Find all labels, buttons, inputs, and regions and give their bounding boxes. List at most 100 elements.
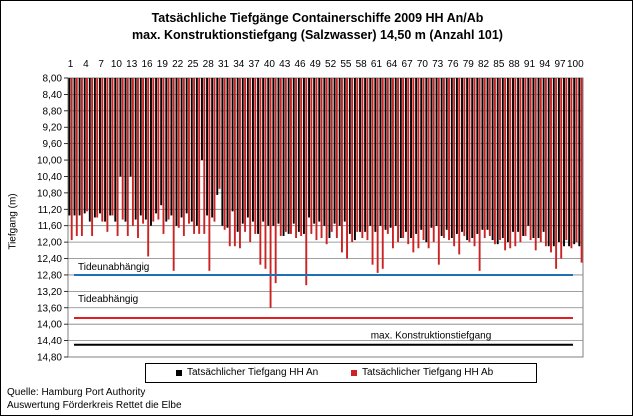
bar-an — [155, 78, 158, 214]
bar-an — [568, 78, 571, 247]
bar-an — [476, 78, 479, 234]
bar-an — [83, 78, 86, 214]
bar-an — [308, 78, 311, 218]
bar-an — [124, 78, 127, 222]
bar-an — [512, 78, 514, 232]
bar-an — [206, 78, 209, 216]
bar-ab — [340, 78, 343, 253]
bar-ab — [407, 78, 410, 245]
bar-ab — [295, 78, 298, 239]
bar-an — [537, 78, 540, 239]
x-tick-label: 79 — [463, 59, 475, 70]
x-tick-label: 73 — [432, 59, 444, 70]
bar-an — [282, 78, 285, 236]
x-tick-label: 49 — [310, 59, 322, 70]
bar-an — [150, 78, 152, 226]
bar-an — [374, 78, 377, 232]
y-tick-label: 11,60 — [38, 221, 63, 232]
legend-swatch-an — [176, 369, 182, 376]
bar-ab — [86, 78, 88, 212]
bar-ab — [534, 78, 537, 251]
x-tick-label: 91 — [524, 59, 536, 70]
bar-ab — [463, 78, 466, 236]
bar-ab — [96, 78, 99, 218]
bar-ab — [70, 78, 73, 241]
legend-swatch-ab — [351, 369, 357, 376]
bar-ab — [259, 78, 262, 265]
bar-ab — [106, 78, 109, 232]
bar-ab — [213, 78, 216, 222]
bar-ab — [417, 78, 420, 249]
bar-ab — [555, 78, 558, 269]
bar-ab — [228, 78, 231, 247]
bar-an — [175, 78, 178, 226]
x-tick-label: 76 — [447, 59, 459, 70]
bar-an — [323, 78, 326, 226]
bar-an — [461, 78, 463, 232]
bar-an — [496, 78, 499, 245]
bar-an — [318, 78, 321, 222]
bar-ab — [172, 78, 175, 271]
bar-an — [486, 78, 489, 230]
bar-ab — [565, 78, 568, 241]
bar-ab — [254, 78, 257, 234]
bar-ab — [483, 78, 486, 239]
bar-ab — [269, 78, 272, 308]
y-tick-label: 10,80 — [37, 188, 62, 199]
x-tick-label: 85 — [493, 59, 505, 70]
bar-an — [68, 78, 71, 216]
bar-ab — [458, 78, 461, 255]
bar-an — [389, 78, 392, 228]
bar-an — [445, 78, 448, 230]
bar-ab — [529, 78, 532, 241]
bar-ab — [142, 78, 145, 224]
bar-an — [557, 78, 560, 243]
bar-ab — [177, 78, 180, 228]
bar-an — [78, 78, 81, 216]
bar-ab — [320, 78, 323, 239]
y-tick-label: 8,00 — [43, 74, 63, 85]
bar-ab — [514, 78, 517, 247]
bar-ab — [366, 78, 369, 241]
x-tick-label: 40 — [264, 59, 276, 70]
bar-ab — [182, 78, 185, 236]
bar-ab — [422, 78, 425, 241]
bar-an — [343, 78, 346, 222]
bar-ab — [244, 78, 247, 232]
bar-ab — [162, 78, 165, 234]
bar-an — [369, 78, 372, 226]
x-tick-label: 19 — [157, 59, 169, 70]
y-tick-label: 12,80 — [37, 270, 62, 281]
bar-an — [404, 78, 407, 232]
x-tick-label: 67 — [402, 59, 414, 70]
bar-an — [246, 78, 249, 218]
bar-ab — [473, 78, 476, 247]
x-tick-label: 58 — [356, 59, 368, 70]
bar-an — [348, 78, 351, 234]
bar-ab — [203, 78, 206, 234]
legend-label-an: Tatsächlicher Tiefgang HH An — [187, 367, 319, 378]
bar-an — [216, 78, 219, 195]
bar-ab — [208, 78, 211, 271]
bar-an — [267, 78, 270, 226]
bar-an — [471, 78, 474, 239]
bar-an — [303, 78, 305, 234]
bar-an — [364, 78, 367, 232]
bar-ab — [274, 78, 277, 284]
bar-ab — [570, 78, 573, 249]
bar-ab — [519, 78, 522, 243]
x-tick-label: 25 — [187, 59, 199, 70]
reference-line-label: Tideabhängig — [78, 294, 138, 305]
bar-an — [170, 78, 173, 216]
bar-an — [410, 78, 412, 239]
y-tick-label: 9,60 — [43, 139, 63, 150]
chart-title: Tatsächliche Tiefgänge Containerschiffe … — [151, 11, 484, 25]
x-tick-label: 64 — [386, 59, 398, 70]
bar-an — [384, 78, 387, 230]
bar-ab — [131, 78, 134, 226]
bar-an — [399, 78, 402, 239]
bar-ab — [126, 78, 129, 236]
x-tick-label: 34 — [233, 59, 245, 70]
bar-ab — [468, 78, 471, 243]
